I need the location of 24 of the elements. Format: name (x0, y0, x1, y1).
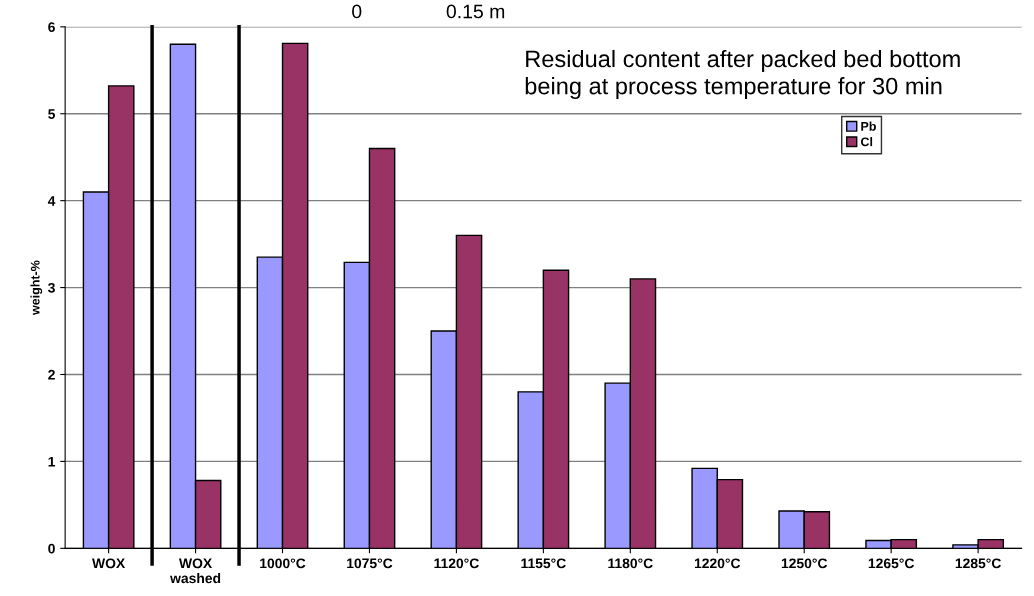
y-tick-label: 2 (48, 369, 55, 380)
text: 0 (352, 4, 362, 19)
x-tick-label: 1285°C (955, 558, 1001, 569)
y-tick-label: 6 (48, 22, 55, 32)
x-tick-label: 1075°C (347, 558, 393, 569)
legend-label: Pb (861, 121, 876, 131)
x-tick-label: 1220°C (694, 558, 741, 569)
x-tick-label: 1265°C (868, 558, 915, 569)
x-tick-label: WOX (92, 558, 126, 569)
legend-label: Cl (860, 137, 873, 147)
annotation: Residual content after packed bed bottom being at process temperature for 30 min (525, 49, 960, 100)
y-tick-label: 3 (48, 282, 55, 293)
y-tick-label: 0 (48, 543, 55, 554)
x-tick-label: 1120°C (434, 558, 479, 569)
x-tick-label: 1250°C (781, 558, 828, 569)
y-tick-label: 4 (47, 196, 56, 206)
y-tick-label: 1 (48, 456, 56, 467)
y-tick-label: 5 (48, 109, 56, 119)
x-tick-label: 1155°C (521, 558, 566, 569)
y-axis-title: weight-% (30, 260, 43, 316)
x-tick-label: 1000°C (260, 558, 306, 569)
x-tick-label: WOX washed (170, 558, 221, 584)
text: 0.15 m (446, 4, 505, 19)
x-tick-label: 1180°C (608, 558, 653, 569)
